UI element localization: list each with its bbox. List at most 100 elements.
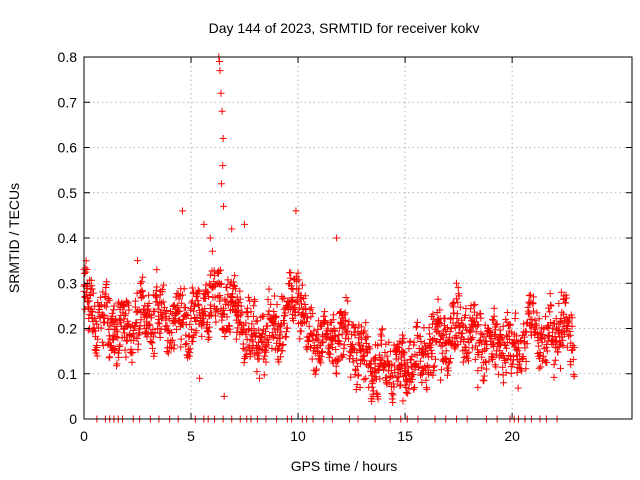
- data-point: [257, 313, 265, 321]
- data-point: [205, 333, 213, 341]
- data-point: [378, 332, 386, 340]
- data-point: [479, 376, 487, 384]
- data-point: [187, 314, 195, 322]
- data-point: [202, 281, 210, 289]
- data-point: [97, 324, 105, 332]
- data-point: [198, 322, 206, 330]
- data-point: [557, 314, 565, 322]
- data-point: [399, 338, 407, 346]
- data-point: [207, 301, 215, 309]
- data-point: [122, 310, 130, 318]
- data-point: [551, 320, 559, 328]
- x-tick-label: 15: [397, 428, 413, 444]
- data-point: [96, 302, 104, 310]
- data-point: [387, 373, 395, 381]
- data-point: [330, 311, 338, 319]
- data-point: [158, 311, 166, 319]
- data-point: [327, 340, 335, 348]
- data-point: [145, 299, 153, 307]
- data-point: [131, 323, 139, 331]
- data-point: [352, 385, 360, 393]
- data-point: [340, 322, 348, 330]
- y-tick-label: 0.7: [58, 94, 78, 110]
- data-point: [186, 320, 194, 328]
- data-point: [376, 375, 384, 383]
- data-point: [472, 342, 480, 350]
- y-axis-label: SRMTID / TECUs: [6, 183, 22, 293]
- data-point: [545, 332, 553, 340]
- data-point: [324, 325, 332, 333]
- data-point: [408, 352, 416, 360]
- data-point: [425, 330, 433, 338]
- data-point: [489, 316, 497, 324]
- data-point: [472, 328, 480, 336]
- data-point: [303, 314, 311, 322]
- data-point: [347, 373, 355, 381]
- data-point: [336, 340, 344, 348]
- data-point: [535, 315, 543, 323]
- data-point: [470, 301, 478, 309]
- data-point: [147, 314, 155, 322]
- data-point: [219, 162, 227, 170]
- data-point: [277, 353, 285, 361]
- data-point: [237, 302, 245, 310]
- data-point: [474, 367, 482, 375]
- data-point: [543, 358, 551, 366]
- data-point: [281, 332, 289, 340]
- data-point: [470, 318, 478, 326]
- data-point: [85, 297, 93, 305]
- data-point: [99, 313, 107, 321]
- data-point: [477, 314, 485, 322]
- data-point: [405, 345, 413, 353]
- data-point: [265, 338, 273, 346]
- data-point: [501, 359, 509, 367]
- data-point: [185, 332, 193, 340]
- data-point: [98, 338, 106, 346]
- data-point: [216, 294, 224, 302]
- data-point: [128, 349, 136, 357]
- data-point: [153, 283, 161, 291]
- data-point: [342, 334, 350, 342]
- data-point: [128, 358, 136, 366]
- data-point: [98, 301, 106, 309]
- data-point: [537, 363, 545, 371]
- data-point: [522, 365, 530, 373]
- y-tick-label: 0.2: [58, 321, 78, 337]
- data-point: [445, 359, 453, 367]
- data-point: [352, 366, 360, 374]
- data-point: [509, 353, 517, 361]
- data-point: [477, 339, 485, 347]
- data-point: [506, 335, 514, 343]
- data-point: [219, 134, 227, 142]
- data-point: [404, 389, 412, 397]
- data-point: [559, 342, 567, 350]
- data-point: [262, 327, 270, 335]
- data-point: [226, 328, 234, 336]
- data-point: [220, 202, 228, 210]
- data-point: [475, 349, 483, 357]
- data-point: [212, 318, 220, 326]
- data-point: [458, 329, 466, 337]
- data-point: [271, 292, 279, 300]
- data-point: [113, 328, 121, 336]
- data-point: [353, 356, 361, 364]
- data-point: [318, 322, 326, 330]
- data-point: [121, 346, 129, 354]
- data-point: [532, 328, 540, 336]
- data-point: [194, 286, 202, 294]
- data-point: [226, 322, 234, 330]
- data-point: [159, 298, 167, 306]
- data-point: [340, 341, 348, 349]
- data-point: [414, 318, 422, 326]
- data-point: [442, 347, 450, 355]
- data-point: [133, 319, 141, 327]
- data-point: [429, 371, 437, 379]
- data-point: [278, 295, 286, 303]
- data-point: [163, 307, 171, 315]
- data-point: [474, 321, 482, 329]
- data-point: [540, 325, 548, 333]
- data-point: [164, 327, 172, 335]
- data-point: [515, 344, 523, 352]
- data-point: [425, 324, 433, 332]
- data-point: [553, 338, 561, 346]
